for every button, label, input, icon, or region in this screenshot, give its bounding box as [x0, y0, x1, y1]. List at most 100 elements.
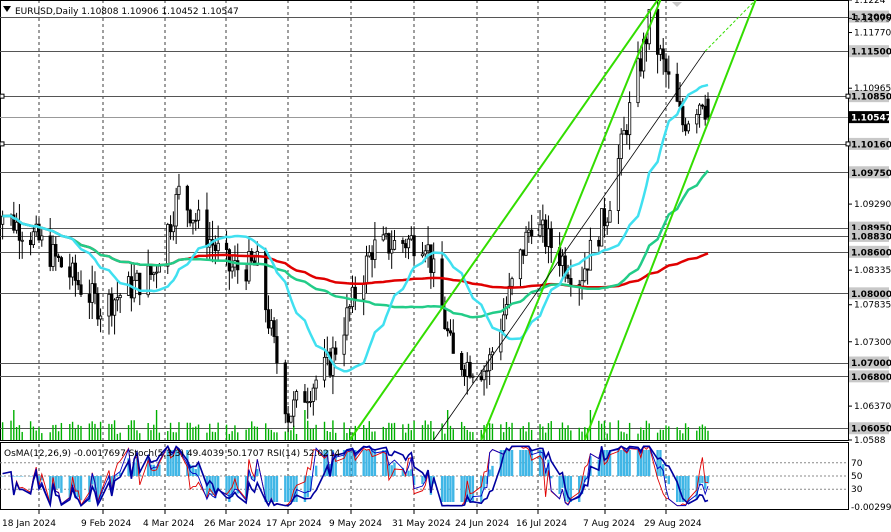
price-box: [849, 137, 889, 150]
candle-bull: [152, 272, 156, 275]
price-box: [849, 229, 889, 242]
candle-bear: [401, 240, 405, 244]
candle-bear: [194, 219, 198, 222]
level-handle-right: [845, 93, 851, 99]
osma-bar: [606, 450, 609, 476]
osma-bar: [410, 469, 413, 476]
candle-bull: [697, 104, 702, 115]
candle-bull: [686, 123, 690, 132]
osma-bar: [149, 464, 153, 476]
osma-bar: [306, 476, 309, 497]
price-box-label: 1.06050: [851, 425, 891, 435]
candle-bear: [446, 328, 450, 332]
price-box-label: 1.08600: [851, 248, 891, 258]
candle-bull: [51, 244, 55, 267]
candle-bull: [605, 221, 609, 227]
candle-bull: [112, 299, 117, 316]
osma-bar: [505, 450, 508, 476]
x-tick-label: 4 Mar 2024: [143, 519, 195, 529]
candle-bear: [244, 269, 248, 282]
candle-bull: [384, 233, 388, 236]
level-handle-left: [0, 93, 5, 99]
osma-bar: [110, 476, 113, 494]
candle-bull: [485, 370, 489, 373]
candle-bull: [482, 370, 486, 381]
osma-bar: [264, 476, 267, 502]
osma-bar: [191, 465, 195, 476]
osma-bar: [351, 450, 354, 476]
main-pane-frame: [0, 0, 849, 441]
shift-marker-icon[interactable]: [672, 2, 682, 7]
symbol-header: EURUSD,Daily 1.10808 1.10906 1.10452 1.1…: [15, 7, 239, 17]
level-handle-right: [845, 141, 851, 147]
candle-bear: [93, 283, 97, 294]
indicator-pane: 70 50 30 -0.002994: [0, 444, 891, 513]
candle-bear: [602, 208, 607, 227]
osma-bar: [256, 469, 259, 476]
price-box: [849, 166, 889, 179]
candle-bear: [586, 268, 590, 271]
candle-bull: [98, 315, 103, 320]
candle-bull: [348, 306, 352, 309]
price-box-label: 1.08950: [851, 224, 891, 234]
osma-bar: [600, 450, 603, 476]
osma-bar: [88, 476, 91, 502]
y-tick-label: 1.11770: [854, 29, 891, 39]
osma-bar: [348, 450, 351, 476]
osma-bar: [60, 476, 63, 493]
candle-bear: [530, 229, 534, 237]
candle-bull: [177, 185, 181, 195]
osma-bar: [440, 476, 444, 502]
osma-bar: [510, 450, 514, 476]
candle-bear: [700, 104, 704, 107]
candle-bull: [510, 278, 514, 287]
candle-bear: [286, 413, 290, 423]
candle-bull: [426, 244, 430, 252]
osma-bar: [558, 476, 561, 494]
osma-bar: [314, 465, 318, 476]
osma-bar: [96, 476, 99, 502]
osma-bar: [698, 476, 701, 486]
osma-bar: [174, 450, 178, 476]
osma-bar: [54, 476, 57, 490]
candle-bear: [264, 250, 268, 311]
x-tick-label: 29 Aug 2024: [644, 519, 702, 529]
osma-bar: [155, 467, 158, 476]
x-tick-label: 31 May 2024: [392, 519, 451, 529]
candle-bear: [683, 124, 688, 132]
x-tick-label: 7 Aug 2024: [583, 519, 635, 529]
osma-bar: [166, 450, 169, 476]
candle-bear: [521, 249, 525, 256]
osma-bar: [687, 476, 690, 502]
channel-line: [480, 0, 662, 441]
osma-bar: [468, 476, 472, 502]
candle-bear: [404, 243, 408, 249]
candle-bear: [661, 48, 665, 60]
candle-bear: [54, 244, 58, 257]
candle-bull: [157, 265, 161, 273]
dropdown-triangle-icon[interactable]: [3, 6, 11, 12]
price-box: [849, 90, 889, 103]
level-handle-left: [0, 141, 5, 147]
price-box: [849, 287, 889, 300]
candle-bull: [490, 351, 495, 356]
indicator-header: OsMA(12,26,9) -0.0017697 Stoch(5,3,3) 49…: [4, 449, 340, 459]
candle-bear: [188, 209, 192, 224]
osma-bar: [216, 476, 220, 492]
osma-bar: [620, 450, 623, 476]
osma-bar: [250, 476, 253, 479]
osma-bar: [48, 476, 52, 502]
candle-bear: [334, 347, 338, 355]
candle-bear: [205, 209, 209, 248]
candle-bear: [597, 239, 601, 247]
rsi-line: [2, 444, 709, 508]
candle-bull: [616, 158, 621, 211]
candle-bear: [303, 391, 307, 403]
candle-bull: [583, 268, 587, 282]
price-box-label: 1.11500: [851, 48, 891, 58]
candle-bear: [412, 235, 416, 257]
osma-bar: [701, 476, 704, 484]
candle-bear: [664, 58, 668, 73]
candle-bear: [110, 293, 114, 316]
